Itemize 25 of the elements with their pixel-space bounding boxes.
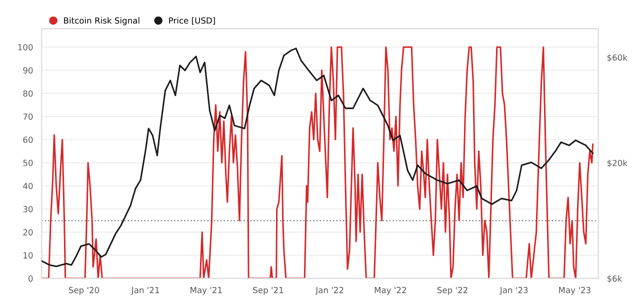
y-tick-label: 60 bbox=[23, 136, 33, 143]
x-tick-label: Jan '21 bbox=[130, 286, 160, 295]
y2-tick-label: $6k bbox=[607, 275, 622, 283]
y2-tick-label: $60k bbox=[607, 54, 628, 62]
y-tick-label: 20 bbox=[23, 229, 33, 236]
legend-label: Price [USD] bbox=[169, 17, 215, 25]
x-tick-label: Sep '21 bbox=[253, 286, 284, 295]
x-tick-label: May '23 bbox=[559, 286, 590, 295]
y-tick-label: 30 bbox=[23, 206, 33, 212]
y-tick-label: 70 bbox=[23, 113, 33, 120]
y-tick-label: 40 bbox=[23, 182, 33, 190]
y-tick-label: 10 bbox=[24, 252, 33, 259]
y-tick-label: 50 bbox=[23, 160, 33, 166]
legend-label: Bitcoin Risk Signal bbox=[64, 17, 140, 26]
y-tick-label: 90 bbox=[23, 67, 33, 74]
y-tick-label: 100 bbox=[18, 44, 33, 50]
x-tick-label: Jan '23 bbox=[499, 286, 528, 295]
x-tick-label: Sep '20 bbox=[68, 286, 100, 295]
x-tick-label: May '21 bbox=[190, 286, 222, 295]
y2-tick-label: $20k bbox=[607, 160, 628, 168]
y-tick-label: 80 bbox=[23, 90, 33, 97]
y-tick-label: 0 bbox=[28, 275, 33, 282]
x-tick-label: Jan '22 bbox=[315, 286, 344, 295]
x-tick-label: May '22 bbox=[374, 286, 406, 295]
x-tick-label: Sep '22 bbox=[437, 286, 468, 295]
